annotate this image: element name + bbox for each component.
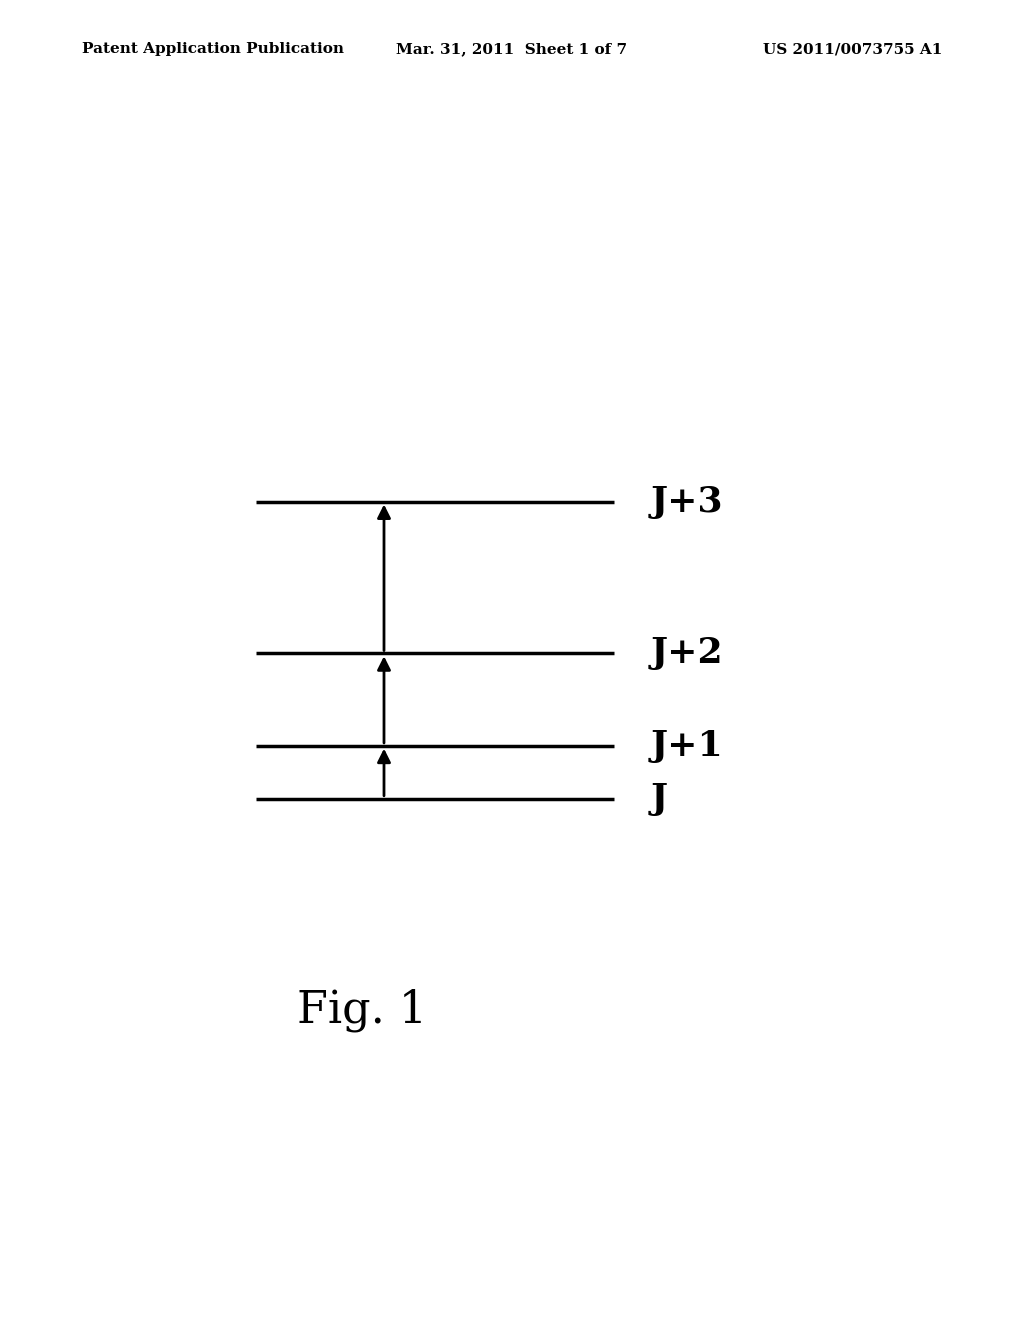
Text: Mar. 31, 2011  Sheet 1 of 7: Mar. 31, 2011 Sheet 1 of 7 xyxy=(396,42,628,57)
Text: J: J xyxy=(650,781,668,816)
Text: J+3: J+3 xyxy=(650,484,723,519)
Text: J+2: J+2 xyxy=(650,636,723,671)
Text: US 2011/0073755 A1: US 2011/0073755 A1 xyxy=(763,42,942,57)
Text: Fig. 1: Fig. 1 xyxy=(297,989,427,1031)
Text: Patent Application Publication: Patent Application Publication xyxy=(82,42,344,57)
Text: J+1: J+1 xyxy=(650,729,723,763)
